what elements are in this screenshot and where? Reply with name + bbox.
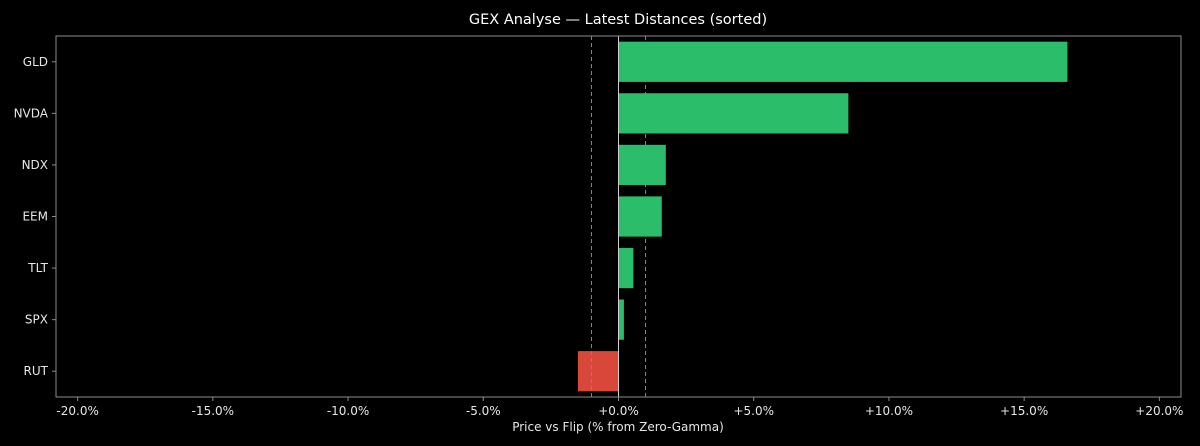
y-tick-label-nvda: NVDA: [14, 106, 49, 120]
x-tick-label: -10.0%: [327, 404, 369, 418]
x-tick-label: +5.0%: [733, 404, 774, 418]
x-tick-label: +0.0%: [598, 404, 639, 418]
bar-rut: [577, 351, 619, 392]
x-tick-label: +15.0%: [1000, 404, 1048, 418]
chart-title: GEX Analyse — Latest Distances (sorted): [469, 12, 767, 28]
plot-area: GLD NVDA NDX EEM TLT SPX RUT -20.0% -15.0% -10.0%…: [14, 35, 1183, 418]
bar-ndx: [618, 144, 666, 186]
bar-nvda: [618, 93, 849, 134]
y-tick-label-gld: GLD: [23, 55, 48, 69]
x-axis-title: Price vs Flip (% from Zero-Gamma): [512, 420, 724, 434]
y-tick-label-tlt: TLT: [27, 261, 48, 275]
y-tick-label-ndx: NDX: [22, 158, 48, 172]
y-tick-label-rut: RUT: [24, 364, 49, 378]
bar-tlt: [618, 247, 634, 289]
x-tick-label: -15.0%: [192, 404, 234, 418]
x-tick-label: +20.0%: [1135, 404, 1183, 418]
bar-spx: [618, 299, 624, 340]
x-tick-label: -20.0%: [56, 404, 98, 418]
bar-eem: [618, 196, 662, 237]
x-tick-label: +10.0%: [865, 404, 913, 418]
bar-gld: [618, 41, 1068, 82]
y-tick-label-spx: SPX: [25, 313, 48, 327]
x-tick-label: -5.0%: [466, 404, 501, 418]
y-tick-label-eem: EEM: [22, 210, 48, 224]
